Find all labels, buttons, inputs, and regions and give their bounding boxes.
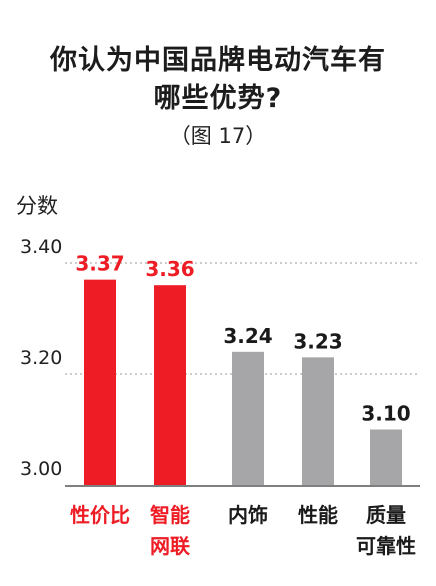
x-tick-label: 内饰 [228,503,268,527]
data-label: 3.23 [293,329,342,353]
x-tick-label: 网联 [150,534,190,558]
data-label: 3.37 [75,252,124,276]
data-label: 3.10 [361,402,410,426]
y-tick-label: 3.20 [20,347,62,369]
x-tick-label: 性能 [298,503,338,527]
bar [154,285,186,485]
bar [302,357,334,485]
y-tick-label: 3.00 [20,458,62,480]
x-tick-label: 可靠性 [356,534,416,558]
chart-title-line-1: 你认为中国品牌电动汽车有 [50,45,386,76]
x-tick-label: 智能 [150,503,190,527]
chart-title-line-2: 哪些优势? [153,83,283,114]
chart-subtitle: （图 17） [169,124,267,148]
bar [232,351,264,485]
data-label: 3.36 [145,257,194,281]
x-tick-label: 性价比 [70,503,130,527]
bar [84,279,116,485]
x-tick-label: 质量 [366,503,406,527]
y-tick-label: 3.40 [20,236,62,258]
bar [370,429,402,485]
data-label: 3.24 [223,324,272,348]
y-axis-label: 分数 [16,194,58,218]
